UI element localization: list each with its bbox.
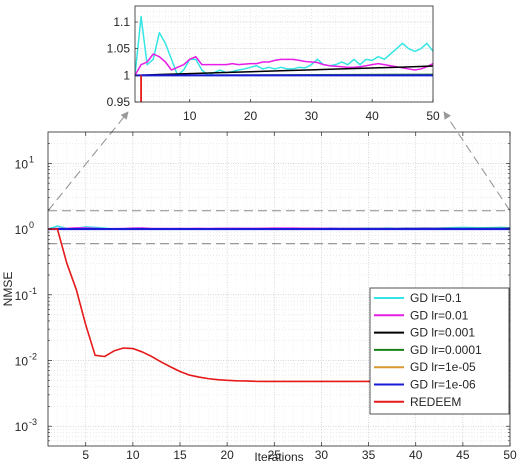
x-axis-label: Iterations <box>254 450 303 464</box>
legend-label: GD lr=0.0001 <box>410 343 482 357</box>
y-tick-label: 10 <box>15 157 29 171</box>
legend-label: GD lr=0.1 <box>410 291 462 305</box>
legend-label: GD lr=0.01 <box>410 308 469 322</box>
inset-y-tick-label: 1 <box>123 68 130 82</box>
legend-label: GD lr=1e-05 <box>410 360 476 374</box>
y-tick-exponent: -1 <box>29 286 37 296</box>
y-tick-exponent: 0 <box>29 220 34 230</box>
inset-x-tick-label: 20 <box>244 109 258 123</box>
y-tick-label: 10 <box>15 355 29 369</box>
inset-x-tick-label: 40 <box>366 109 380 123</box>
inset-x-tick-label: 30 <box>305 109 319 123</box>
legend-label: GD lr=1e-06 <box>410 378 476 392</box>
inset-y-tick-label: 0.95 <box>107 95 131 109</box>
legend-label: REDEEM <box>410 395 461 409</box>
y-tick-exponent: -3 <box>29 417 37 427</box>
y-tick-label: 10 <box>15 420 29 434</box>
x-tick-label: 10 <box>126 448 140 462</box>
x-tick-label: 50 <box>503 448 517 462</box>
inset-plot-area <box>135 6 433 102</box>
inset-x-tick-label: 50 <box>426 109 440 123</box>
inset-y-tick-label: 1.05 <box>107 42 131 56</box>
y-tick-exponent: -2 <box>29 352 37 362</box>
legend-label: GD lr=0.001 <box>410 326 475 340</box>
x-tick-label: 15 <box>173 448 187 462</box>
inset-x-tick-label: 10 <box>183 109 197 123</box>
inset-background <box>135 6 433 102</box>
y-tick-label: 10 <box>15 223 29 237</box>
x-tick-label: 40 <box>409 448 423 462</box>
x-tick-label: 45 <box>456 448 470 462</box>
y-tick-label: 10 <box>15 289 29 303</box>
legend: GD lr=0.1 GD lr=0.01 GD lr=0.001 GD lr=0.00… <box>370 288 509 414</box>
x-tick-label: 20 <box>220 448 234 462</box>
x-tick-label: 30 <box>315 448 329 462</box>
x-tick-label: 35 <box>362 448 376 462</box>
y-tick-exponent: 1 <box>29 154 34 164</box>
inset-y-tick-label: 1.1 <box>113 15 130 29</box>
x-tick-label: 5 <box>82 448 89 462</box>
y-axis-label: NMSE <box>1 272 15 307</box>
